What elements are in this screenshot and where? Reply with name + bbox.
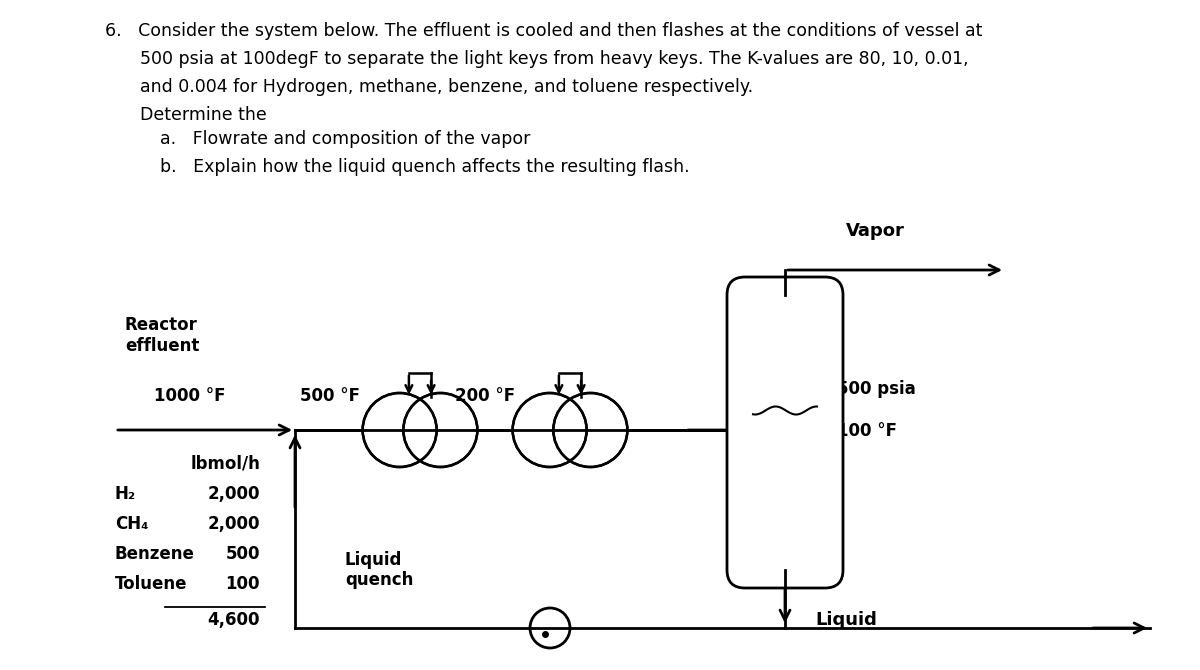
- Text: Reactor
effluent: Reactor effluent: [125, 316, 199, 355]
- Text: 500 psia: 500 psia: [838, 381, 916, 399]
- Text: H₂: H₂: [115, 485, 136, 503]
- FancyBboxPatch shape: [727, 277, 842, 588]
- Circle shape: [362, 393, 437, 467]
- Text: Vapor: Vapor: [846, 222, 905, 240]
- Text: Benzene: Benzene: [115, 545, 194, 563]
- Circle shape: [403, 393, 478, 467]
- Text: b.   Explain how the liquid quench affects the resulting flash.: b. Explain how the liquid quench affects…: [160, 158, 690, 176]
- Text: Toluene: Toluene: [115, 575, 187, 593]
- Text: CH₄: CH₄: [115, 515, 149, 533]
- Circle shape: [512, 393, 587, 467]
- Text: 200 °F: 200 °F: [455, 387, 515, 405]
- Text: 500: 500: [226, 545, 260, 563]
- Text: and 0.004 for Hydrogen, methane, benzene, and toluene respectively.: and 0.004 for Hydrogen, methane, benzene…: [140, 78, 754, 96]
- Text: Liquid: Liquid: [815, 611, 877, 629]
- Text: 500 °F: 500 °F: [300, 387, 360, 405]
- Text: a.   Flowrate and composition of the vapor: a. Flowrate and composition of the vapor: [160, 130, 530, 148]
- Text: 1000 °F: 1000 °F: [155, 387, 226, 405]
- Text: 100: 100: [226, 575, 260, 593]
- Text: lbmol/h: lbmol/h: [190, 455, 260, 473]
- Text: Determine the: Determine the: [140, 106, 266, 124]
- Text: Liquid
quench: Liquid quench: [346, 551, 413, 590]
- Text: 6.   Consider the system below. The effluent is cooled and then flashes at the c: 6. Consider the system below. The efflue…: [106, 22, 983, 40]
- Text: 100 °F: 100 °F: [838, 423, 898, 440]
- Text: 4,600: 4,600: [208, 611, 260, 629]
- Text: 500 psia at 100degF to separate the light keys from heavy keys. The K-values are: 500 psia at 100degF to separate the ligh…: [140, 50, 968, 68]
- Text: 2,000: 2,000: [208, 515, 260, 533]
- Text: 2,000: 2,000: [208, 485, 260, 503]
- Circle shape: [553, 393, 628, 467]
